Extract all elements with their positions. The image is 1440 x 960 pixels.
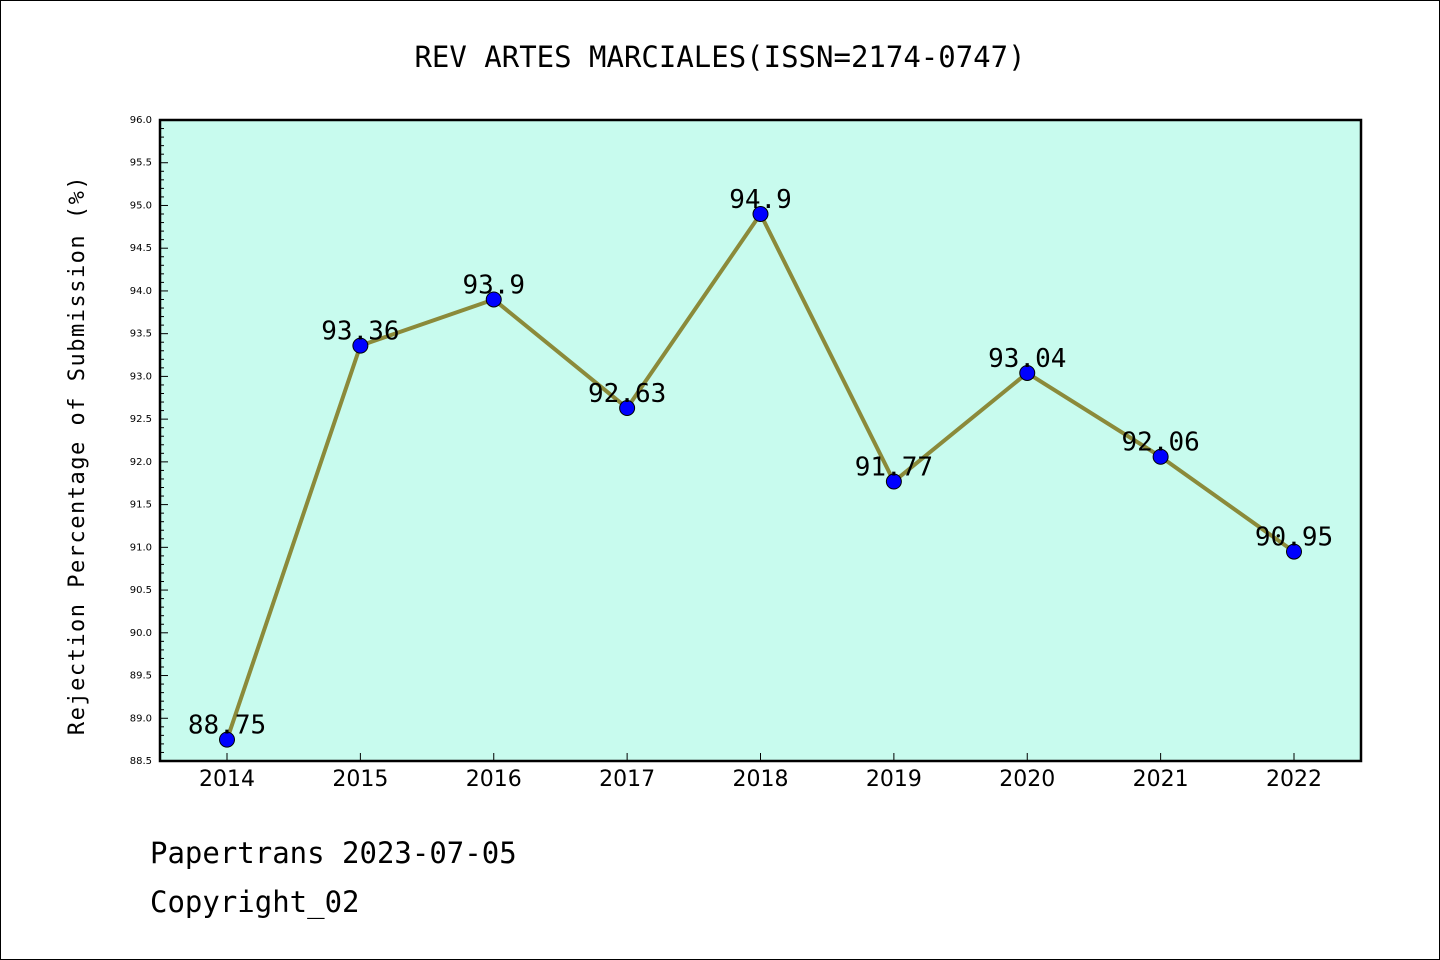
footer-copyright: Copyright_02 [150,885,360,919]
y-tick-label: 94.0 [130,286,152,297]
x-tick-label: 2020 [999,767,1055,792]
x-tick-label: 2019 [866,767,922,792]
y-tick-label: 90.0 [130,628,152,639]
y-axis: 88.5 89.0 89.5 90.0 90.5 91.0 91.5 92.0 92.5 93.0… [130,115,168,767]
x-tick-label: 2017 [599,767,655,792]
x-tick-label: 2015 [332,767,388,792]
data-label-2014: 88.75 [188,711,266,741]
y-tick-label: 90.5 [130,585,152,596]
data-label-2021: 92.06 [1121,428,1199,458]
y-tick-label: 89.5 [130,671,152,682]
y-tick-label: 92.0 [130,457,152,468]
data-label-2017: 92.63 [588,379,666,409]
data-label-2016: 93.9 [462,270,525,300]
data-label-2019: 91.77 [855,453,933,483]
data-point-2015 [352,337,369,354]
data-point-2021 [1152,448,1169,465]
data-label-2015: 93.36 [321,317,399,347]
x-axis: 2014 2015 2016 2017 2018 2019 2020 2021 2022 [199,753,1322,792]
chart-title: REV ARTES MARCIALES(ISSN=2174-0747) [414,40,1025,74]
data-point-2018 [752,206,769,223]
series-rejection: 88.75 93.36 93.9 92.63 94.9 91.77 93.04 92.06 90… [188,185,1333,748]
y-tick-label: 93.0 [130,371,152,382]
y-tick-label: 91.0 [130,542,152,553]
x-tick-label: 2022 [1266,767,1322,792]
x-tick-label: 2021 [1133,767,1189,792]
x-tick-label: 2016 [466,767,522,792]
y-tick-label: 96.0 [130,115,152,126]
data-label-2018: 94.9 [729,185,792,215]
footer-date: Papertrans 2023-07-05 [150,836,517,870]
data-point-2022 [1286,543,1302,560]
y-tick-label: 88.5 [130,756,152,767]
y-tick-label: 93.5 [130,329,152,340]
plot-area [158,118,1363,763]
y-tick-label: 94.5 [130,243,152,254]
data-point-2014 [219,731,235,748]
data-label-2022: 90.95 [1255,523,1333,553]
y-tick-label: 95.0 [130,200,152,211]
y-tick-label: 95.5 [130,158,152,169]
data-label-2020: 93.04 [988,344,1066,374]
y-tick-label: 89.0 [130,713,152,724]
data-point-2017 [619,400,636,417]
y-tick-label: 92.5 [130,414,152,425]
data-point-2019 [885,473,902,490]
x-tick-label: 2014 [199,767,255,792]
x-tick-label: 2018 [733,767,789,792]
y-axis-label: Rejection Percentage of Submission (%) [65,175,90,735]
data-point-2016 [485,291,502,308]
data-point-2020 [1019,364,1036,381]
y-tick-label: 91.5 [130,500,152,511]
